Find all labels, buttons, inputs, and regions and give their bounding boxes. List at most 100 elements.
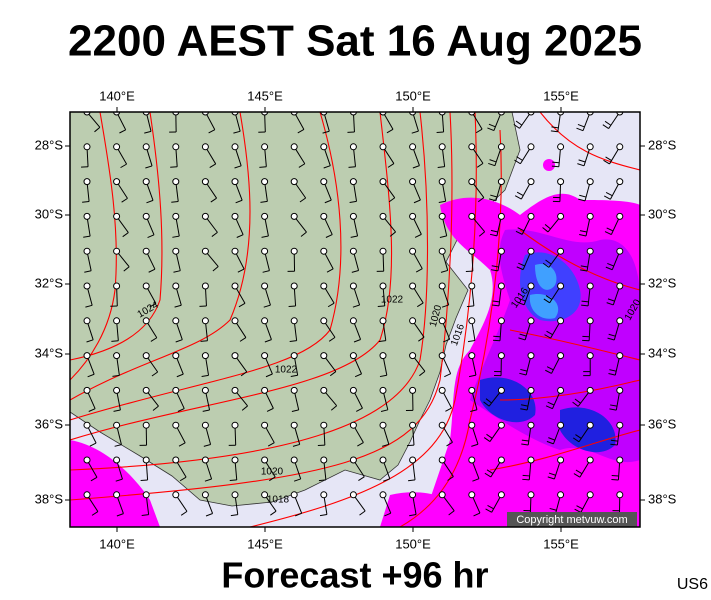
station [320, 212, 328, 220]
station [349, 143, 357, 151]
station [586, 317, 594, 325]
station [172, 282, 180, 290]
station [527, 456, 535, 464]
barb-feather [603, 159, 610, 165]
barb-feather [84, 270, 92, 273]
barb-feather [268, 476, 276, 482]
isobar [70, 112, 163, 361]
station [172, 352, 180, 360]
isobar-label: 1020 [261, 467, 284, 478]
station [172, 491, 180, 499]
station [379, 143, 387, 151]
station [349, 421, 357, 429]
title: 2200 AEST Sat 16 Aug 2025 [68, 17, 642, 66]
barb-feather [90, 476, 98, 482]
barb-feather [202, 409, 210, 412]
longitude-label: 145°E [247, 536, 283, 551]
station [142, 456, 150, 464]
station [379, 456, 387, 464]
station [290, 317, 298, 325]
barb-feather [520, 408, 528, 411]
barb-feather [209, 163, 216, 168]
station [349, 247, 357, 255]
barb-feather [382, 443, 389, 447]
barb-feather [545, 295, 553, 300]
station [379, 282, 387, 290]
map-area: 1024 1022 1022 1020 1016 1016 1020 1018 … [70, 112, 640, 527]
station [142, 143, 150, 151]
station [527, 247, 535, 255]
barb-feather [516, 156, 523, 161]
station [172, 212, 180, 220]
latitude-label: 30°S [35, 206, 64, 221]
station [527, 178, 535, 186]
barb-feather [114, 444, 122, 447]
station [172, 421, 180, 429]
model-code: US6 [677, 576, 708, 593]
barb-feather [545, 405, 553, 410]
station [142, 247, 150, 255]
station [142, 178, 150, 186]
station [261, 178, 269, 186]
station [468, 282, 476, 290]
barb-feather [581, 300, 589, 303]
station [320, 143, 328, 151]
station [113, 247, 121, 255]
isobar-label: 1022 [275, 365, 298, 376]
rain-area [380, 492, 455, 527]
barb-feather [266, 407, 274, 412]
barb-feather [514, 159, 521, 165]
barb-feather [151, 371, 158, 377]
station [616, 212, 624, 220]
station [261, 456, 269, 464]
station [83, 421, 91, 429]
barb-feather [447, 476, 454, 481]
barb-feather [473, 512, 481, 517]
station [409, 178, 417, 186]
station [409, 143, 417, 151]
latitude-label: 36°S [648, 416, 677, 431]
barb-feather [152, 405, 159, 411]
latitude-label: 36°S [35, 416, 64, 431]
barb-feather [325, 234, 333, 238]
station [231, 282, 239, 290]
barb-feather [515, 230, 523, 235]
barb-feather [485, 508, 492, 513]
barb-feather [329, 371, 337, 377]
barb-feather [300, 231, 307, 237]
station [261, 352, 269, 360]
station [261, 386, 269, 394]
barb-feather [411, 130, 419, 134]
station [409, 386, 417, 394]
station [527, 317, 535, 325]
station [586, 212, 594, 220]
station [261, 143, 269, 151]
barb-feather [577, 123, 585, 128]
isobar-label: 1022 [381, 295, 404, 306]
barb-feather [210, 197, 217, 203]
station [261, 317, 269, 325]
station [586, 386, 594, 394]
station [349, 212, 357, 220]
barb-feather [545, 369, 552, 374]
barb-feather [211, 231, 218, 237]
barb-feather [609, 369, 617, 372]
station [616, 421, 624, 429]
barb-feather [446, 441, 453, 447]
barb-feather [607, 262, 614, 267]
station [201, 247, 209, 255]
station [320, 491, 328, 499]
barb-feather [578, 198, 586, 202]
barb-feather [229, 479, 237, 482]
station [83, 456, 91, 464]
barb-feather [574, 398, 581, 404]
station [527, 421, 535, 429]
station [113, 317, 121, 325]
station [290, 456, 298, 464]
barb-feather [610, 439, 618, 442]
barb-feather [607, 337, 615, 341]
station [349, 317, 357, 325]
station [438, 386, 446, 394]
station [172, 317, 180, 325]
barb-feather [577, 163, 585, 167]
